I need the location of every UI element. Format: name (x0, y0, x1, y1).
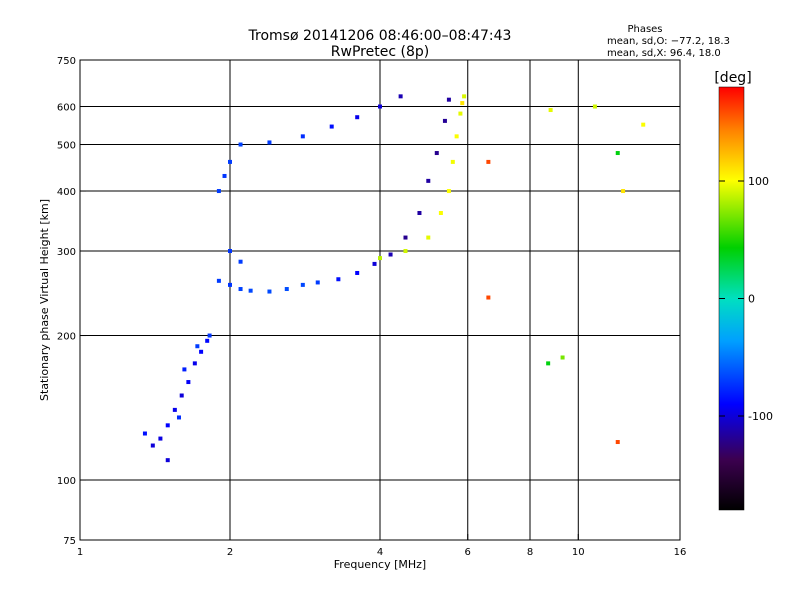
data-point (158, 436, 163, 441)
data-point (378, 104, 382, 109)
data-point (355, 270, 360, 275)
colorbar-tick-label: -100 (748, 410, 773, 423)
data-point (216, 189, 221, 194)
data-point (462, 94, 467, 99)
data-point (284, 287, 289, 292)
x-axis-label: Frequency [MHz] (334, 558, 426, 571)
data-point (228, 159, 232, 164)
axis-ticks: 1 2 4 6 8 10 16 75 100 200 300 400 500 600 750 (57, 56, 686, 558)
data-point (329, 124, 334, 129)
data-point (238, 287, 243, 292)
y-tick-label: 200 (57, 332, 76, 343)
x-tick-label: 8 (527, 547, 533, 558)
data-point (199, 349, 204, 354)
y-tick-label: 100 (57, 476, 76, 487)
data-point (458, 111, 463, 116)
data-point (434, 151, 439, 156)
data-point (238, 142, 243, 147)
data-point (195, 344, 200, 349)
data-point (450, 159, 455, 164)
data-point (228, 282, 232, 287)
data-point (546, 361, 551, 366)
data-point (426, 178, 431, 183)
data-point (388, 252, 393, 257)
data-point (454, 134, 459, 139)
data-point (486, 159, 491, 164)
data-point (615, 440, 620, 445)
stats-line-x: mean, sd,X: 96.4, 18.0 (607, 48, 721, 59)
data-point (426, 235, 431, 240)
data-point (403, 235, 408, 240)
data-point (438, 211, 443, 216)
data-point (192, 361, 197, 366)
y-tick-label: 75 (63, 536, 76, 547)
x-tick-label: 10 (572, 547, 585, 558)
data-point (315, 280, 320, 285)
data-point (336, 277, 341, 282)
colorbar-tick-label: 100 (748, 175, 769, 188)
data-point (176, 415, 181, 420)
data-point (460, 101, 465, 106)
data-point (442, 118, 447, 123)
data-point (615, 151, 620, 156)
data-point (641, 122, 646, 127)
colorbar-label: [deg] (714, 70, 751, 86)
data-point (267, 289, 272, 294)
data-point (398, 94, 403, 99)
data-point (267, 140, 272, 145)
data-point (446, 97, 451, 102)
data-point (248, 288, 253, 293)
data-point (417, 211, 422, 216)
data-point (621, 189, 626, 194)
data-point (446, 189, 451, 194)
data-point (207, 333, 212, 338)
data-point (592, 104, 597, 109)
x-tick-label: 4 (377, 547, 383, 558)
data-points (142, 94, 646, 463)
chart-subtitle: RwPretec (8p) (331, 44, 429, 60)
data-point (205, 338, 210, 343)
grid-lines (80, 60, 680, 540)
x-tick-label: 6 (465, 547, 471, 558)
data-point (222, 173, 227, 178)
data-point (150, 443, 155, 448)
data-point (142, 431, 147, 436)
data-point (300, 282, 305, 287)
chart-title: Tromsø 20141206 08:46:00–08:47:43 (248, 28, 512, 44)
y-tick-label: 600 (57, 103, 76, 114)
y-axis-label: Stationary phase Virtual Height [km] (38, 199, 51, 401)
data-point (228, 249, 232, 254)
x-tick-label: 1 (77, 547, 83, 558)
y-tick-label: 750 (57, 56, 76, 67)
y-tick-label: 500 (57, 141, 76, 152)
data-point (372, 261, 377, 266)
stats-line-o: mean, sd,O: −77.2, 18.3 (607, 36, 730, 47)
data-point (238, 259, 243, 264)
data-point (182, 367, 187, 372)
data-point (548, 108, 553, 113)
data-point (216, 278, 221, 283)
data-point (355, 115, 360, 120)
x-tick-label: 2 (227, 547, 233, 558)
colorbar-ticks: 100 0 -100 (719, 175, 773, 423)
data-point (165, 423, 170, 428)
data-point (378, 256, 382, 261)
stats-title: Phases (627, 24, 662, 35)
colorbar-tick-label: 0 (748, 293, 755, 306)
data-point (165, 458, 170, 463)
data-point (300, 134, 305, 139)
y-tick-label: 300 (57, 247, 76, 258)
data-point (486, 295, 491, 300)
x-tick-label: 16 (674, 547, 687, 558)
y-tick-label: 400 (57, 187, 76, 198)
data-point (560, 355, 565, 360)
plot-frame (79, 59, 681, 541)
data-point (179, 393, 184, 398)
data-point (403, 249, 408, 254)
data-point (186, 380, 191, 385)
data-point (172, 407, 177, 412)
